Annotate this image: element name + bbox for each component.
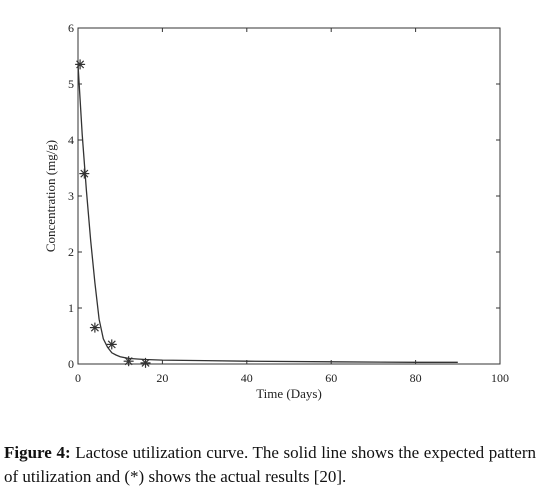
expected-utilization-line (77, 64, 458, 363)
series-layer (75, 59, 458, 368)
plot-frame (77, 27, 501, 365)
figure-caption-text: Lactose utilization curve. The solid lin… (4, 443, 536, 486)
x-tick-label: 40 (241, 371, 253, 385)
figure-caption: Figure 4: Lactose utilization curve. The… (4, 441, 536, 489)
y-tick-label: 4 (68, 133, 74, 147)
x-axis-ticks: 0 20 40 60 80 100 (75, 28, 509, 385)
y-tick-label: 0 (68, 357, 74, 371)
y-axis-title: Concentration (mg/g) (43, 140, 58, 252)
actual-result-point (140, 357, 151, 368)
x-tick-label: 60 (325, 371, 337, 385)
y-tick-label: 6 (68, 21, 74, 35)
y-tick-label: 5 (68, 77, 74, 91)
x-tick-label: 0 (75, 371, 81, 385)
x-axis-title: Time (Days) (256, 386, 322, 401)
y-axis-ticks: 0 1 2 3 4 5 6 (68, 21, 500, 371)
x-tick-label: 80 (410, 371, 422, 385)
figure-label: Figure 4: (4, 443, 71, 462)
lactose-utilization-chart: 0 1 2 3 4 5 6 0 20 40 60 80 100 Time (Days) Concent… (43, 21, 509, 401)
y-tick-label: 1 (68, 301, 74, 315)
x-tick-label: 100 (491, 371, 509, 385)
actual-result-point (89, 322, 100, 333)
y-tick-label: 3 (68, 189, 74, 203)
actual-result-point (123, 356, 134, 367)
actual-result-point (79, 168, 90, 179)
actual-result-point (75, 59, 86, 70)
actual-result-point (106, 339, 117, 350)
y-tick-label: 2 (68, 245, 74, 259)
x-tick-label: 20 (156, 371, 168, 385)
